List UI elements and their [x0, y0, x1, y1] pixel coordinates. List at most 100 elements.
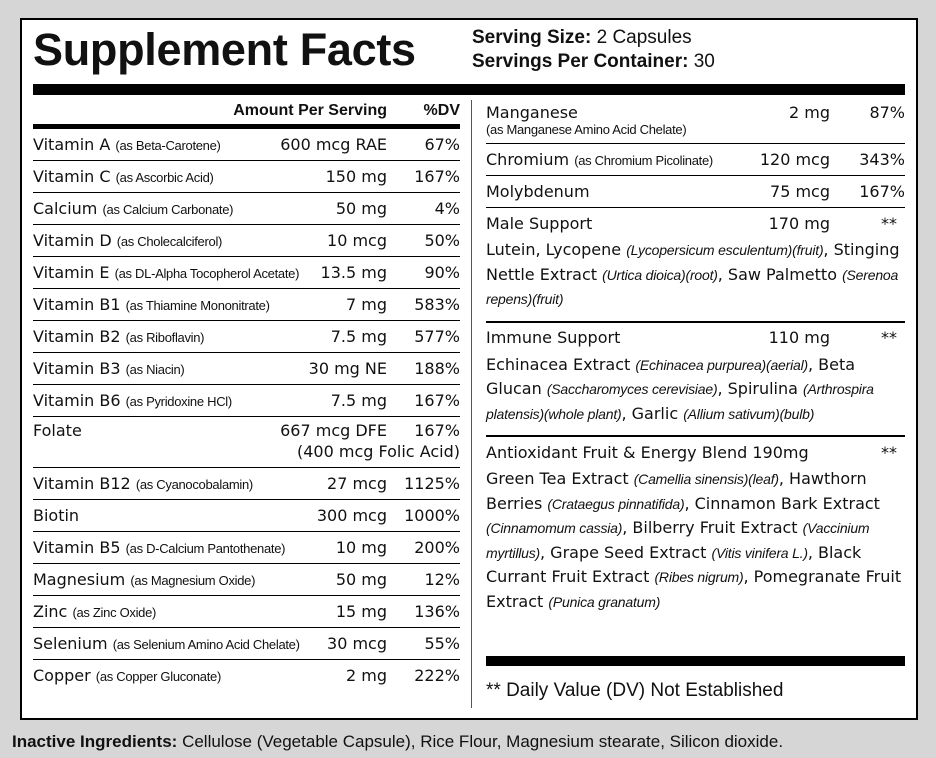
amount: 10 mcg: [327, 231, 387, 250]
nutrient-row: Selenium (as Selenium Amino Acid Chelate…: [33, 628, 460, 660]
nutrient-row: Vitamin E (as DL-Alpha Tocopherol Acetat…: [33, 257, 460, 289]
nutrient-name: Biotin: [33, 506, 80, 525]
daily-value: 188%: [414, 359, 460, 378]
botanical-name: (Allium sativum)(bulb): [683, 405, 815, 422]
ingredient: Green Tea Extract: [486, 469, 634, 488]
nutrient-name: Magnesium: [33, 570, 126, 589]
amount-header: Amount Per Serving: [233, 102, 387, 119]
amount: 2 mg: [345, 666, 387, 685]
nutrient-row: Vitamin B12 (as Cyanocobalamin) 27 mcg 112…: [33, 468, 460, 500]
nutrient-source: (as Cyanocobalamin): [135, 477, 253, 492]
amount: 50 mg: [335, 199, 387, 218]
nutrient-name: Selenium: [33, 634, 108, 653]
botanical-name: (Camellia sinensis)(leaf): [633, 471, 779, 487]
ingredient: , Spirulina: [717, 379, 804, 398]
botanical-name: (Lycopersicum esculentum)(fruit): [626, 242, 824, 258]
nutrient-name: Vitamin B1: [33, 295, 121, 314]
nutrient: Folate: [33, 421, 280, 440]
botanical-name: (Saccharomyces cerevisiae): [546, 381, 718, 397]
nutrient-name: Molybdenum: [486, 182, 590, 201]
nutrient-source: (as D-Calcium Pantothenate): [125, 541, 286, 556]
ingredient: , Garlic: [621, 403, 684, 423]
amount: 120 mcg: [759, 150, 830, 169]
daily-value: 167%: [414, 391, 460, 410]
nutrient: Vitamin B2 (as Riboflavin): [33, 327, 331, 346]
blend: Immune Support 110 mg ** Echinacea Extract …: [486, 323, 905, 437]
footnote: ** Daily Value (DV) Not Established: [486, 680, 784, 701]
daily-value: 1000%: [404, 506, 460, 525]
blend-name: Male Support: [486, 213, 593, 233]
nutrient-name: Manganese: [486, 103, 578, 122]
nutrient-row: Magnesium (as Magnesium Oxide) 50 mg 12%: [33, 564, 460, 596]
nutrient: Biotin: [33, 506, 317, 525]
nutrient-source: (as Pyridoxine HCl): [125, 394, 233, 409]
botanical-name: (Cinnamomum cassia): [486, 520, 623, 536]
nutrient-name: Chromium: [486, 150, 570, 169]
nutrient-row: Vitamin C (as Ascorbic Acid) 150 mg 167%: [33, 161, 460, 193]
botanical-name: (Ribes nigrum): [654, 569, 744, 585]
amount: 30 mg NE: [308, 359, 387, 378]
daily-value: 12%: [424, 570, 460, 589]
nutrient-source: (as Chromium Picolinate): [574, 153, 713, 168]
nutrient-name: Folate: [33, 421, 82, 440]
ingredient: , Beta Glucan: [486, 354, 856, 399]
nutrient-line: Manganese 2 mg 87%: [486, 103, 905, 122]
daily-value: 583%: [414, 295, 460, 314]
nutrient-name: Vitamin E: [33, 263, 110, 282]
nutrient-source: (as Calcium Carbonate): [102, 202, 234, 217]
blend-name: Antioxidant Fruit & Energy Blend 190mg: [486, 442, 809, 462]
daily-value: 67%: [424, 135, 460, 154]
daily-value: 167%: [414, 421, 460, 440]
nutrient-row: Vitamin B5 (as D-Calcium Pantothenate) 10…: [33, 532, 460, 564]
ingredient: , Bilberry Fruit Extract: [622, 518, 803, 537]
nutrient: Vitamin D (as Cholecalciferol): [33, 231, 327, 250]
serving-line: Serving Size: 2 Capsules: [472, 26, 715, 50]
daily-value: 343%: [859, 150, 905, 169]
daily-value: 136%: [414, 602, 460, 621]
amount: 7.5 mg: [330, 391, 387, 410]
amount: 13.5 mg: [320, 263, 387, 282]
blend-ingredients: Lutein, Lycopene (Lycopersicum esculentu…: [486, 238, 905, 312]
thick-rule: [486, 656, 905, 666]
inactive-label: Inactive Ingredients:: [12, 732, 178, 751]
nutrient: Magnesium (as Magnesium Oxide): [33, 570, 336, 589]
nutrient-source: (as Selenium Amino Acid Chelate): [112, 637, 300, 652]
botanical-name: (Vitis vinifera L.): [711, 544, 809, 561]
amount: 110 mg: [768, 328, 830, 347]
daily-value: **: [881, 328, 897, 347]
nutrient-name: Vitamin B6: [33, 391, 121, 410]
nutrient-row: Vitamin D (as Cholecalciferol) 10 mcg 50%: [33, 225, 460, 257]
serving-value: 30: [693, 51, 715, 72]
nutrient: Vitamin B6 (as Pyridoxine HCl): [33, 391, 331, 410]
botanical-name: (Urtica dioica)(root): [602, 266, 718, 283]
nutrient-row: Chromium (as Chromium Picolinate) 120 mcg…: [486, 144, 905, 176]
nutrient: Vitamin B12 (as Cyanocobalamin): [33, 474, 327, 493]
botanical-name: (Punica granatum): [548, 593, 661, 610]
nutrient-source: (as DL-Alpha Tocopherol Acetate): [114, 266, 300, 281]
daily-value: 200%: [414, 538, 460, 557]
nutrient: Molybdenum: [486, 182, 770, 201]
nutrient: Vitamin C (as Ascorbic Acid): [33, 167, 326, 186]
blend-ingredients: Green Tea Extract (Camellia sinensis)(le…: [486, 467, 905, 614]
nutrient: Chromium (as Chromium Picolinate): [486, 150, 760, 169]
amount: 10 mg: [335, 538, 387, 557]
serving-line: Servings Per Container: 30: [472, 50, 715, 74]
daily-value: 1125%: [404, 474, 460, 493]
blend-header: Male Support 170 mg **: [486, 208, 905, 238]
nutrient-row: Biotin 300 mcg 1000%: [33, 500, 460, 532]
ingredient: , Hawthorn Berries: [486, 469, 867, 513]
inactive-ingredients: Inactive Ingredients: Cellulose (Vegetab…: [12, 731, 783, 753]
inactive-text: Cellulose (Vegetable Capsule), Rice Flou…: [182, 732, 784, 751]
nutrient-name: Vitamin C: [33, 167, 111, 186]
amount: 170 mg: [768, 213, 830, 233]
daily-value: 577%: [414, 327, 460, 346]
nutrient-source: (as Zinc Oxide): [72, 605, 157, 620]
right-column: Manganese 2 mg 87% (as Manganese Amino Acid…: [486, 100, 905, 623]
daily-value: 87%: [869, 103, 905, 122]
botanical-name: (Crataegus pinnatifida): [547, 495, 685, 512]
title: Supplement Facts: [33, 24, 416, 75]
blend-name: Immune Support: [486, 328, 621, 347]
nutrient-row: Calcium (as Calcium Carbonate) 50 mg 4%: [33, 193, 460, 225]
botanical-name: (Arthrospira platensis)(whole plant): [486, 381, 874, 422]
dv-header: %DV: [423, 102, 460, 119]
